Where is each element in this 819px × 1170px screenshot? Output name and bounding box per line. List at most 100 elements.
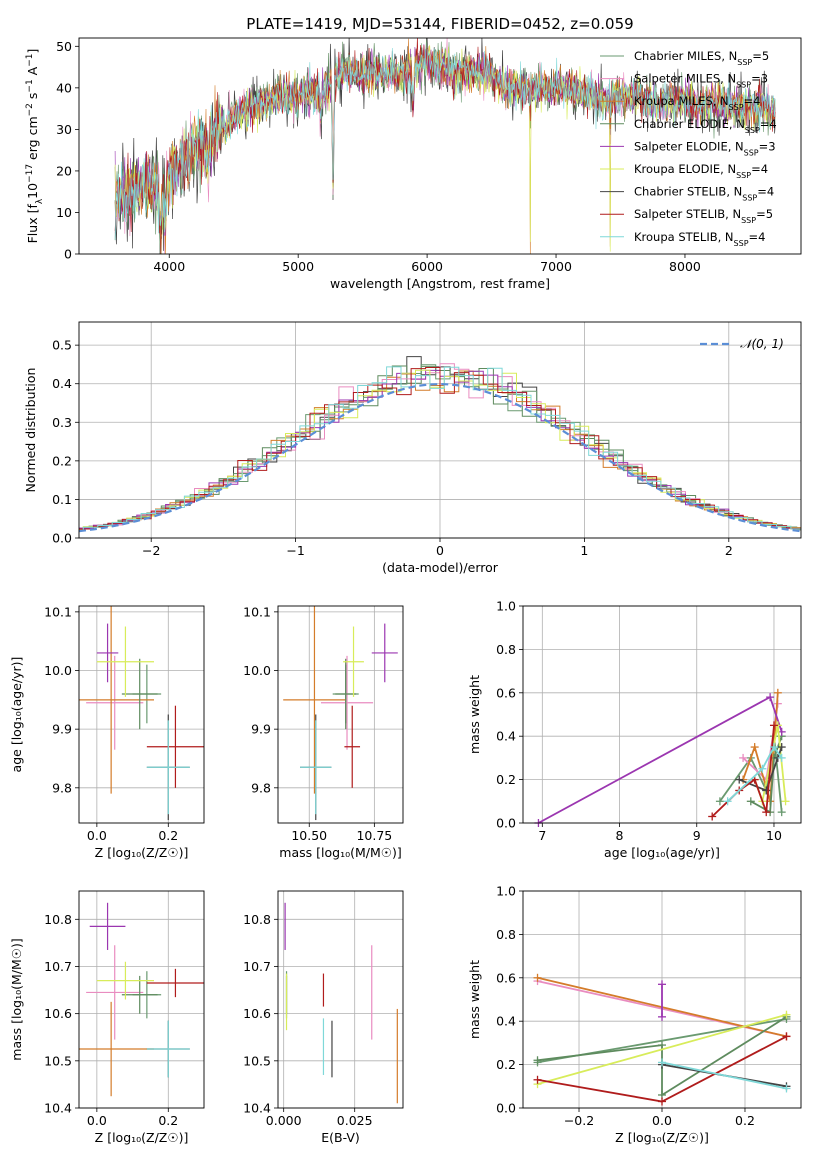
weight-line [537,1013,787,1085]
x-tick-label: 4000 [153,259,185,274]
y-tick-label: 10.6 [243,1006,271,1021]
y-tick-label: 20 [56,163,72,178]
y-tick-label: 10.0 [44,663,72,678]
mass-vs-metallicity-panel: 0.0 0.2 10.4 10.5 10.6 10.7 10.8 Z [log₁₀(Z/Z☉)… [9,890,205,1145]
legend-label: Kroupa STELIB, NSSP=4 [634,230,765,248]
y-tick-label: 0.5 [52,338,72,353]
y-tick-label: 0.8 [496,642,516,657]
spectrum-panel: 4000 5000 6000 7000 8000 0 10 20 30 40 50 wavelengt… [25,37,802,291]
x-tick-label: −1 [286,543,304,558]
axes-frame [78,321,802,539]
mass-vs-extinction-panel: 0.000 0.025 10.4 10.5 10.6 10.7 10.8 E(B-V) [243,890,404,1145]
axes-frame [277,605,404,824]
y-tick-label: 10.8 [44,912,72,927]
weight-line [537,1016,787,1097]
legend-label: Salpeter STELIB, NSSP=5 [634,207,773,225]
x-tick-label: 0.000 [266,1113,302,1128]
residual-histogram-panel: −2 −1 0 1 2 0.0 0.1 0.2 0.3 0.4 0.5 (data-model)/er… [23,321,802,575]
legend-label: Chabrier STELIB, NSSP=4 [634,185,774,203]
y-tick-label: 0.4 [52,376,72,391]
x-tick-label: 0.0 [87,828,107,843]
y-axis-label: mass [log₁₀(M/M☉)] [9,938,24,1060]
y-tick-label: 0.2 [52,453,72,468]
y-tick-label: 1.0 [496,884,516,899]
weight-line [738,746,783,792]
x-tick-label: 0.0 [652,1113,672,1128]
y-tick-label: 9.9 [52,722,72,737]
x-tick-label: 5000 [282,259,314,274]
age-vs-mass-panel: 10.50 10.75 9.8 9.9 10.0 10.1 mass [log₁₀(M/M☉… [243,604,404,860]
x-tick-label: 0.2 [735,1113,755,1128]
x-tick-label: 0.0 [87,1113,107,1128]
y-tick-label: 10.5 [44,1053,72,1068]
y-tick-label: 10.1 [44,604,72,619]
y-tick-label: 9.8 [52,780,72,795]
y-tick-label: 0.8 [496,927,516,942]
y-tick-label: 0.0 [52,531,72,546]
x-axis-label: wavelength [Angstrom, rest frame] [330,276,550,291]
histogram-step [79,367,801,532]
legend-label: Chabrier ELODIE, NSSP=4 [634,117,777,135]
legend-label: 𝒩(0, 1) [740,337,784,351]
normal-reference-curve [79,382,801,533]
x-tick-label: 1 [580,543,588,558]
x-axis-label: E(B-V) [321,1130,360,1145]
x-tick-label: 6000 [411,259,443,274]
x-tick-label: 0 [436,543,444,558]
weight-vs-age-panel: 7 8 9 10 0.0 0.2 0.4 0.6 0.8 1.0 age [log₁₀(age/yr… [467,599,802,860]
x-tick-label: 7000 [540,259,572,274]
axes-frame [78,890,205,1109]
x-axis-label: mass [log₁₀(M/M☉)] [279,845,401,860]
y-tick-label: 0.4 [496,729,516,744]
age-vs-metallicity-panel: 0.0 0.2 9.8 9.9 10.0 10.1 Z [log₁₀(Z/Z☉)] age [… [9,604,205,860]
y-tick-label: 1.0 [496,599,516,614]
y-axis-label: mass weight [467,675,482,754]
y-tick-label: 10 [56,205,72,220]
y-tick-label: 10.6 [44,1006,72,1021]
x-tick-label: 10.75 [356,828,392,843]
y-tick-label: 10.0 [243,663,271,678]
y-tick-label: 0 [64,247,72,262]
y-axis-label: Flux [fλ10−17 erg cm−2 s−1 A−1] [25,49,45,244]
x-tick-label: 10.50 [291,828,327,843]
weight-vs-metallicity-panel: −0.2 0.0 0.2 0.0 0.2 0.4 0.6 0.8 1.0 Z [log₁₀(Z/Z… [467,884,802,1145]
x-tick-label: 0.2 [158,1113,178,1128]
y-axis-label: mass weight [467,960,482,1039]
y-tick-label: 0.0 [496,1101,516,1116]
x-tick-label: 9 [693,828,701,843]
axes-frame [78,605,205,824]
weight-line [711,725,775,818]
axes-frame [522,605,802,824]
weight-line [726,745,783,802]
y-tick-label: 10.8 [243,912,271,927]
x-axis-label: Z [log₁₀(Z/Z☉)] [615,1130,709,1145]
axes-frame [522,890,802,1109]
axes-frame [277,890,404,1109]
y-tick-label: 50 [56,39,72,54]
x-tick-label: −2 [142,543,160,558]
x-tick-label: 10 [766,828,782,843]
y-tick-label: 0.1 [52,492,72,507]
axes-frame [78,37,802,255]
y-axis-label: Normed distribution [23,368,38,493]
y-tick-label: 10.5 [243,1053,271,1068]
legend-label: Salpeter ELODIE, NSSP=3 [634,139,776,157]
spectrum-line [114,47,776,240]
y-tick-label: 10.7 [243,959,271,974]
x-tick-label: 0.2 [158,828,178,843]
y-tick-label: 0.0 [496,816,516,831]
legend-label: Salpeter MILES, NSSP=3 [634,72,768,90]
y-tick-label: 10.1 [243,604,271,619]
weight-line [661,1061,787,1090]
x-tick-label: 2 [725,543,733,558]
y-tick-label: 10.4 [243,1101,271,1116]
x-axis-label: (data-model)/error [382,560,499,575]
figure-title: PLATE=1419, MJD=53144, FIBERID=0452, z=0… [246,15,633,33]
x-axis-label: Z [log₁₀(Z/Z☉)] [95,845,189,860]
y-tick-label: 0.4 [496,1014,516,1029]
legend-label: Chabrier MILES, NSSP=5 [634,49,769,67]
legend-label: Kroupa ELODIE, NSSP=4 [634,162,768,180]
y-tick-label: 0.3 [52,415,72,430]
y-tick-label: 0.2 [496,772,516,787]
y-tick-label: 10.7 [44,959,72,974]
